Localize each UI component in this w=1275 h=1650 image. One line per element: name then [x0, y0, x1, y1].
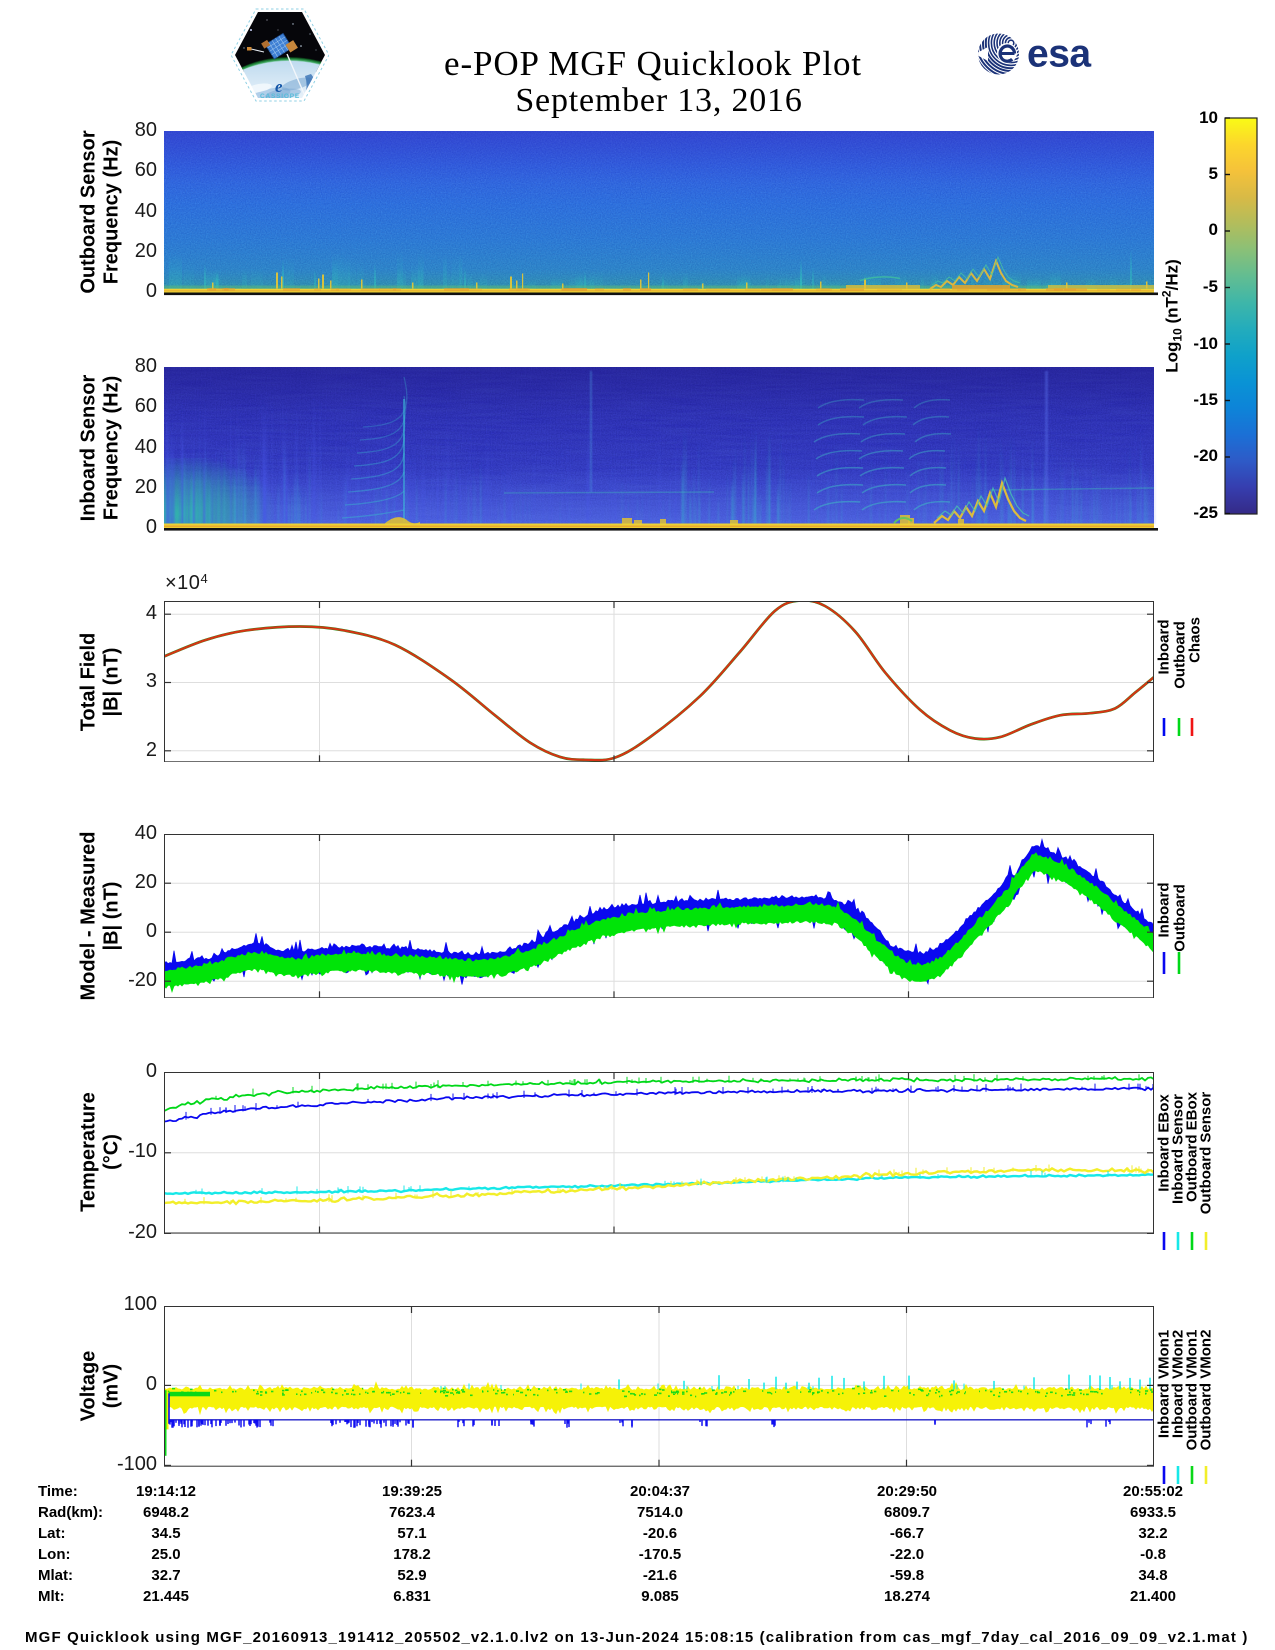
svg-text:CASSIOPE: CASSIOPE: [260, 93, 300, 100]
svg-text:esa: esa: [1027, 33, 1091, 76]
svg-text:e: e: [275, 77, 283, 96]
